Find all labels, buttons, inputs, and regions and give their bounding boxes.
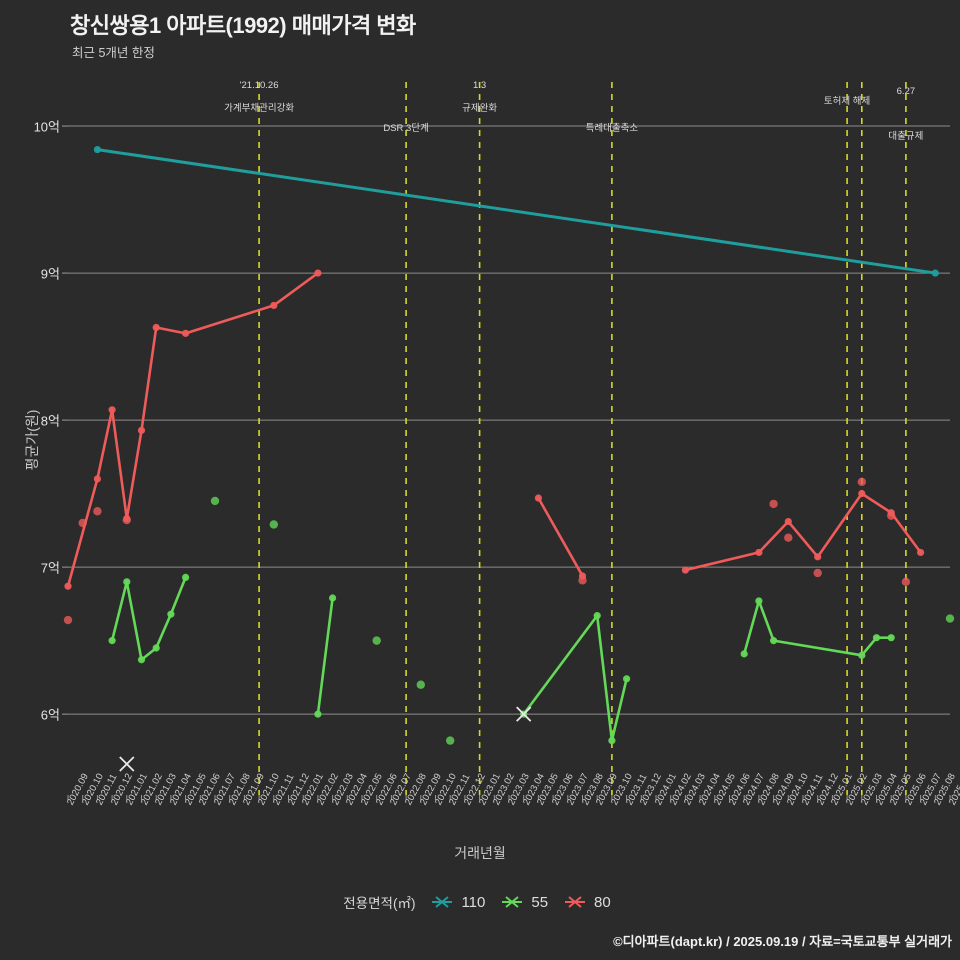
- data-point: [858, 490, 866, 498]
- data-point: [108, 637, 116, 645]
- chart-subtitle: 최근 5개년 한정: [72, 46, 155, 60]
- legend-item-80[interactable]: 80: [563, 894, 611, 911]
- data-point: [740, 650, 748, 658]
- legend-label: 110: [461, 893, 486, 911]
- data-point: [755, 597, 763, 605]
- data-point: [270, 301, 278, 310]
- data-point: [137, 656, 146, 664]
- x-axis-title: 거래년월: [454, 845, 506, 861]
- data-point: [814, 553, 822, 561]
- annotation-date: 1.3: [472, 80, 487, 91]
- data-point: [63, 615, 73, 625]
- data-point: [813, 568, 822, 578]
- data-point: [578, 572, 587, 580]
- series-line: [95, 148, 937, 275]
- x-marker-icon: [516, 706, 532, 722]
- y-axis-tick-label: 7억: [40, 560, 60, 576]
- data-point: [182, 329, 190, 337]
- series-line: [742, 599, 893, 657]
- data-point: [769, 499, 778, 509]
- data-point: [887, 634, 895, 642]
- data-point: [64, 582, 72, 590]
- page-title: 창신쌍용1 아파트(1992) 매매가격 변화: [70, 13, 416, 38]
- annotation-label: DSR 3단계: [383, 123, 429, 134]
- y-axis-title: 평균가(원): [24, 409, 40, 471]
- legend-item-55[interactable]: 55: [500, 894, 548, 911]
- chart-footer: ©디아파트(dapt.kr) / 2025.09.19 / 자료=국토교통부 실…: [613, 934, 952, 949]
- legend-title: 전용면적(㎡): [343, 896, 416, 911]
- data-point: [446, 736, 455, 745]
- series-line: [316, 596, 334, 716]
- data-point: [137, 426, 146, 434]
- y-axis-tick-label: 10억: [33, 119, 60, 135]
- series-line: [66, 271, 320, 588]
- chart-legend: 전용면적(㎡) 110 55 80: [0, 892, 960, 912]
- annotation-label: 토허제 해제: [823, 96, 871, 107]
- data-point: [887, 509, 895, 517]
- series-line: [522, 614, 628, 742]
- annotation-label: 가계부채관리강화: [224, 103, 295, 114]
- legend-item-110[interactable]: 110: [430, 894, 485, 911]
- data-point: [858, 651, 866, 659]
- data-point: [329, 594, 337, 602]
- annotation-date: '21.10.26: [239, 80, 279, 91]
- data-point: [372, 636, 381, 645]
- data-point: [152, 323, 160, 332]
- data-point: [123, 515, 131, 523]
- data-point: [872, 634, 881, 642]
- legend-marker-icon: [565, 896, 586, 908]
- y-axis-tick-label: 8억: [40, 413, 60, 429]
- y-axis-tick-label: 6억: [40, 707, 60, 723]
- data-point: [681, 566, 690, 574]
- data-point: [416, 680, 425, 689]
- series-line: [110, 576, 187, 662]
- data-point: [314, 710, 322, 718]
- legend-marker-icon: [432, 896, 453, 908]
- x-marker-icon: [119, 756, 135, 772]
- series-110: [93, 145, 939, 277]
- data-point: [608, 737, 616, 745]
- data-point: [167, 610, 175, 618]
- x-marker-stroke: [516, 706, 532, 722]
- data-point: [182, 573, 190, 582]
- data-point: [784, 533, 793, 542]
- data-point: [945, 614, 955, 623]
- data-point: [93, 507, 102, 516]
- series-line: [537, 496, 584, 578]
- data-point: [269, 520, 278, 529]
- y-axis-tick-label: 9억: [40, 266, 60, 282]
- data-point: [314, 269, 322, 277]
- legend-label: 55: [531, 893, 549, 911]
- data-point: [755, 548, 763, 557]
- data-point: [534, 494, 543, 502]
- annotation-label: 규제완화: [462, 103, 498, 114]
- series-55: [108, 496, 955, 745]
- data-point: [593, 612, 601, 620]
- data-point: [210, 496, 220, 506]
- data-point: [857, 477, 866, 487]
- data-point: [623, 675, 631, 683]
- data-point: [901, 577, 911, 587]
- annotation-date: 6.27: [896, 86, 916, 97]
- data-point: [123, 578, 131, 586]
- data-point: [93, 475, 101, 483]
- legend-marker-icon: [502, 896, 523, 908]
- data-point: [770, 637, 778, 645]
- data-point: [152, 644, 160, 652]
- x-marker-stroke: [119, 756, 135, 772]
- data-point: [108, 406, 116, 414]
- data-point: [784, 517, 792, 526]
- data-point: [93, 145, 101, 154]
- legend-label: 80: [594, 893, 611, 911]
- series-80: [63, 269, 925, 625]
- annotation-label: 특례대출축소: [585, 123, 639, 134]
- data-point: [917, 548, 925, 557]
- annotation-label: 대출규제: [888, 131, 924, 142]
- series-line: [684, 492, 922, 572]
- data-point: [931, 269, 939, 277]
